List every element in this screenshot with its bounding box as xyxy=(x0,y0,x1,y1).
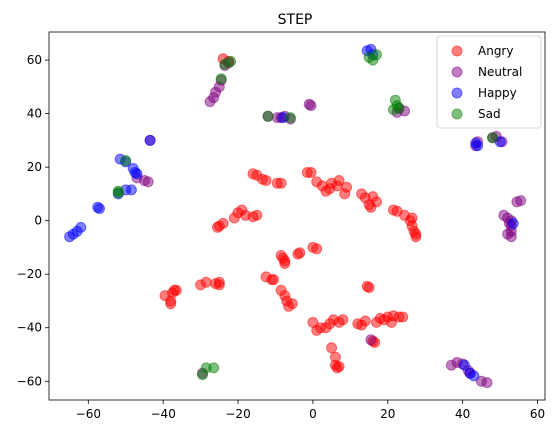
chart-title: STEP xyxy=(278,12,313,28)
legend-label-angry: Angry xyxy=(478,44,513,58)
point-angry-27 xyxy=(341,181,353,193)
point-happy-19 xyxy=(472,140,484,152)
point-happy-7 xyxy=(131,168,143,180)
point-angry-80 xyxy=(359,315,371,327)
point-happy-8 xyxy=(144,134,156,146)
x-tick-label-6: 60 xyxy=(530,407,545,421)
point-angry-82 xyxy=(363,282,375,294)
point-angry-48 xyxy=(294,247,306,259)
point-angry-16 xyxy=(217,217,229,229)
point-happy-24 xyxy=(459,359,470,371)
legend-marker-sad xyxy=(451,108,463,120)
point-neutral-29 xyxy=(505,231,517,243)
point-happy-17 xyxy=(64,231,76,243)
point-sad-14 xyxy=(120,155,132,166)
point-angry-18 xyxy=(305,167,317,178)
point-sad-7 xyxy=(284,112,296,124)
plot-area-frame xyxy=(48,31,546,401)
point-sad-18 xyxy=(208,362,220,374)
point-angry-77 xyxy=(337,314,349,326)
x-tick-label-4: 20 xyxy=(380,407,395,421)
x-tick-label-5: 40 xyxy=(455,407,470,421)
point-sad-17 xyxy=(487,132,499,144)
point-neutral-42 xyxy=(481,377,493,389)
legend-marker-angry xyxy=(451,45,463,57)
point-angry-13 xyxy=(251,209,263,221)
y-tick-label-2: −20 xyxy=(17,267,42,281)
point-angry-69 xyxy=(213,276,225,288)
x-tick-label-0: −60 xyxy=(76,407,101,421)
points-layer xyxy=(64,43,527,389)
point-sad-5 xyxy=(215,73,227,85)
legend-marker-happy xyxy=(451,87,463,99)
point-angry-7 xyxy=(275,177,287,189)
point-sad-2 xyxy=(371,49,382,61)
legend-label-happy: Happy xyxy=(478,86,517,100)
point-angry-92 xyxy=(397,311,409,323)
y-tick-label-4: 20 xyxy=(27,160,42,174)
point-angry-61 xyxy=(165,298,177,310)
point-sad-13 xyxy=(112,185,124,197)
point-neutral-34 xyxy=(142,176,154,188)
y-axis: −60 −40 −20 0 20 40 60 xyxy=(17,53,49,388)
point-angry-66 xyxy=(200,276,212,288)
x-tick-label-2: −20 xyxy=(225,407,250,421)
y-tick-label-0: −60 xyxy=(17,374,42,388)
legend-box xyxy=(436,35,542,129)
y-tick-label-6: 60 xyxy=(27,53,42,67)
point-happy-11 xyxy=(125,184,137,196)
point-neutral-13 xyxy=(305,100,317,112)
point-sad-4 xyxy=(219,58,231,70)
point-sad-11 xyxy=(387,104,399,116)
point-neutral-31 xyxy=(515,195,527,207)
point-angry-64 xyxy=(170,284,182,296)
point-angry-5 xyxy=(260,175,272,186)
y-tick-label-1: −40 xyxy=(17,321,42,335)
point-sad-6 xyxy=(262,110,274,122)
y-tick-label-5: 40 xyxy=(27,107,42,121)
point-angry-93 xyxy=(326,342,338,354)
x-axis: −60 −40 −20 0 20 40 60 xyxy=(76,400,545,421)
x-tick-label-3: 0 xyxy=(309,407,317,421)
y-tick-label-3: 0 xyxy=(34,214,42,228)
point-happy-25 xyxy=(468,370,480,382)
point-angry-46 xyxy=(279,258,291,269)
x-tick-label-1: −40 xyxy=(151,407,176,421)
point-angry-53 xyxy=(268,274,280,286)
point-happy-13 xyxy=(94,203,105,215)
point-neutral-43 xyxy=(365,334,377,346)
point-angry-50 xyxy=(311,243,323,255)
point-angry-42 xyxy=(410,231,422,243)
legend-label-sad: Sad xyxy=(478,107,501,121)
point-happy-21 xyxy=(507,217,519,229)
point-angry-58 xyxy=(286,298,298,310)
legend: Angry Neutral Happy Sad xyxy=(436,35,542,129)
legend-marker-neutral xyxy=(451,66,463,78)
point-angry-33 xyxy=(371,196,382,208)
legend-label-neutral: Neutral xyxy=(478,65,522,79)
point-angry-97 xyxy=(333,361,345,372)
point-angry-25 xyxy=(333,175,345,186)
